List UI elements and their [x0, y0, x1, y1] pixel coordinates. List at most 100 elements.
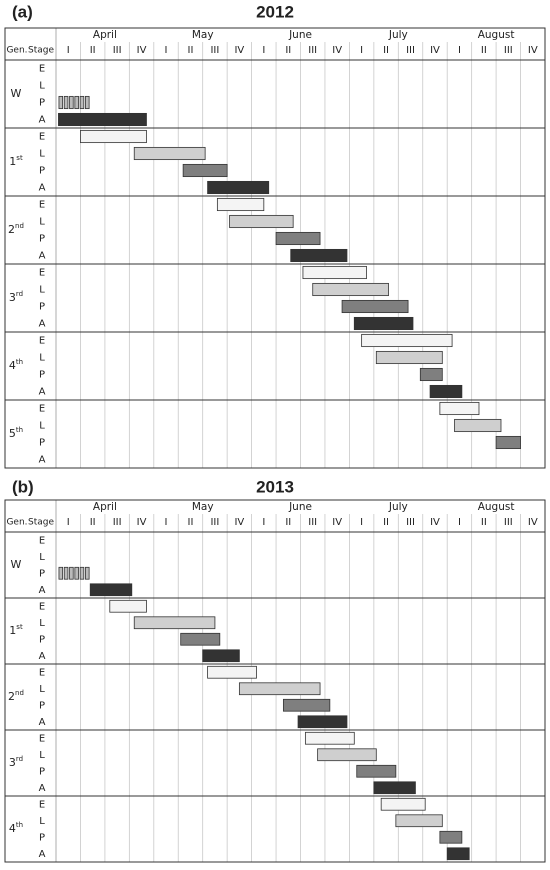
bar [58, 95, 90, 110]
stage-label: L [39, 217, 45, 228]
month-label: August [478, 29, 515, 41]
week-label: III [113, 517, 122, 528]
week-label: II [188, 45, 194, 56]
bar [380, 797, 426, 811]
bar [361, 333, 453, 348]
stage-label: E [39, 64, 45, 75]
frame [4, 499, 546, 863]
generation-label: 3rd [9, 755, 23, 769]
stage-label: A [39, 455, 46, 466]
bar [133, 146, 206, 161]
bar [439, 401, 480, 416]
stage-label: L [39, 750, 45, 761]
bar [495, 435, 521, 450]
week-label: III [308, 45, 317, 56]
bar [202, 649, 240, 663]
week-label: I [360, 45, 363, 56]
stage-label: L [39, 353, 45, 364]
stage-label: P [39, 700, 45, 711]
bar [89, 583, 133, 597]
bar [429, 384, 463, 399]
bar [317, 748, 377, 762]
panel-label: (a) [12, 2, 33, 21]
week-label: IV [430, 517, 440, 528]
bar-segment [74, 95, 79, 110]
generation-name: 4 [9, 822, 16, 835]
generation-suffix: th [16, 358, 23, 366]
stage-label: A [39, 319, 46, 330]
week-label: I [262, 517, 265, 528]
week-label: IV [332, 517, 342, 528]
bar [58, 112, 147, 127]
stage-label: A [39, 651, 46, 662]
bar-segment [58, 95, 64, 110]
bar [356, 764, 397, 778]
generation-suffix: st [16, 623, 23, 631]
bar [290, 248, 348, 263]
week-label: II [285, 45, 291, 56]
bar [304, 731, 355, 745]
month-label: July [388, 501, 408, 513]
stage-label: L [39, 81, 45, 92]
bar [238, 682, 321, 696]
bar [216, 197, 265, 212]
generation-suffix: th [16, 426, 23, 434]
generation-label: 1st [9, 623, 23, 637]
bar-segment [58, 566, 64, 580]
week-label: II [383, 517, 389, 528]
bar [207, 180, 270, 195]
stage-label: A [39, 183, 46, 194]
generation-name: W [11, 558, 22, 571]
generation-name: 1 [9, 155, 16, 168]
generation-label: 2nd [8, 689, 24, 703]
stage-label: E [39, 404, 45, 415]
generation-label: 3rd [9, 290, 23, 304]
generation-label: 4th [9, 358, 23, 372]
gen-header: Gen. [6, 46, 27, 56]
bar [182, 163, 228, 178]
week-label: III [308, 517, 317, 528]
month-label: June [288, 501, 312, 513]
bar [341, 299, 409, 314]
week-label: IV [137, 45, 147, 56]
generation-name: 2 [8, 223, 15, 236]
stage-label: A [39, 387, 46, 398]
week-label: IV [332, 45, 342, 56]
month-label: July [388, 29, 408, 41]
generation-suffix: rd [16, 290, 23, 298]
generation-suffix: nd [15, 222, 24, 230]
bar-segment [63, 566, 69, 580]
bar [395, 814, 443, 828]
bar-segment [85, 566, 90, 580]
week-label: III [113, 45, 122, 56]
stage-label: E [39, 601, 45, 612]
week-label: III [210, 517, 219, 528]
stage-label: A [39, 783, 46, 794]
stage-label: P [39, 370, 45, 381]
stage-label: L [39, 552, 45, 563]
bar [133, 616, 216, 630]
generation-name: W [11, 87, 22, 100]
stage-label: E [39, 667, 45, 678]
generation-suffix: rd [16, 755, 23, 763]
stage-label: A [39, 115, 46, 126]
stage-label: A [39, 585, 46, 596]
bar [282, 698, 331, 712]
bar [375, 350, 443, 365]
month-label: April [93, 501, 117, 513]
stage-label: E [39, 733, 45, 744]
week-label: I [458, 45, 461, 56]
week-label: IV [234, 517, 244, 528]
stage-label: L [39, 618, 45, 629]
panel-title: 2013 [256, 477, 294, 496]
bar [109, 599, 147, 613]
stage-label: E [39, 200, 45, 211]
generation-name: 4 [9, 359, 16, 372]
bar [180, 632, 221, 646]
bar-segment [79, 566, 85, 580]
generation-label: W [11, 87, 22, 100]
generation-suffix: nd [15, 689, 24, 697]
stage-label: P [39, 766, 45, 777]
stage-label: A [39, 849, 46, 860]
bar [80, 129, 147, 144]
